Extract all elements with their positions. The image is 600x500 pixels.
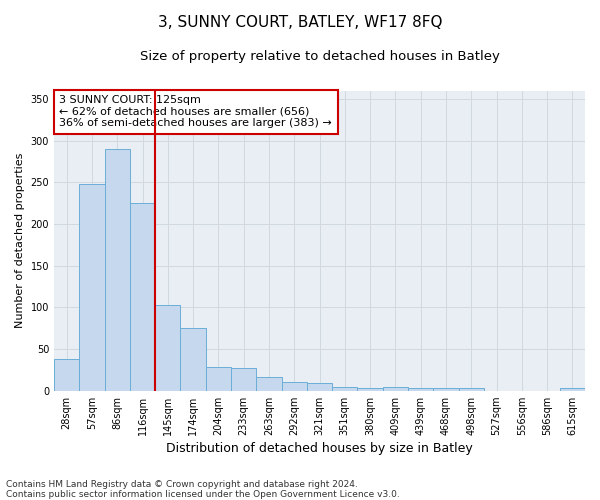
Bar: [79, 184, 104, 390]
Bar: [408, 388, 433, 390]
Title: Size of property relative to detached houses in Batley: Size of property relative to detached ho…: [140, 50, 499, 63]
Bar: [281, 382, 307, 390]
Bar: [130, 203, 155, 390]
Bar: [256, 378, 281, 390]
Text: Contains HM Land Registry data © Crown copyright and database right 2024.
Contai: Contains HM Land Registry data © Crown c…: [6, 480, 400, 499]
Bar: [155, 305, 181, 390]
Bar: [104, 149, 130, 390]
Bar: [206, 368, 231, 390]
Bar: [433, 388, 458, 390]
Bar: [181, 328, 206, 390]
Bar: [307, 383, 332, 390]
Bar: [332, 386, 358, 390]
X-axis label: Distribution of detached houses by size in Batley: Distribution of detached houses by size …: [166, 442, 473, 455]
Bar: [458, 388, 484, 390]
Bar: [54, 359, 79, 390]
Text: 3 SUNNY COURT: 125sqm
← 62% of detached houses are smaller (656)
36% of semi-det: 3 SUNNY COURT: 125sqm ← 62% of detached …: [59, 95, 332, 128]
Bar: [231, 368, 256, 390]
Bar: [560, 388, 585, 390]
Y-axis label: Number of detached properties: Number of detached properties: [15, 153, 25, 328]
Bar: [383, 388, 408, 390]
Bar: [358, 388, 383, 390]
Text: 3, SUNNY COURT, BATLEY, WF17 8FQ: 3, SUNNY COURT, BATLEY, WF17 8FQ: [158, 15, 442, 30]
